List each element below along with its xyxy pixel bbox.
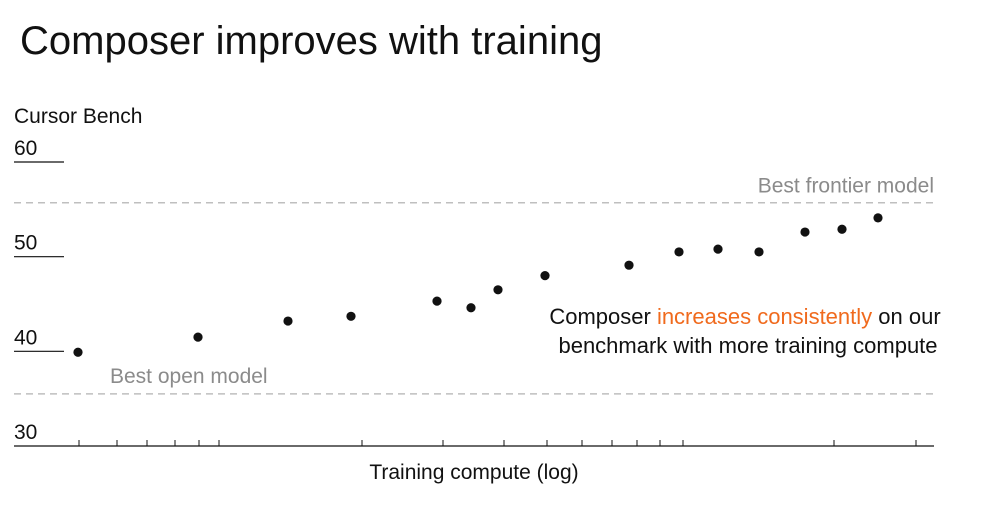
- data-point: [837, 224, 847, 234]
- y-tick-label-40: 40: [14, 326, 37, 349]
- y-tick-label-50: 50: [14, 232, 37, 255]
- frontier-reference-label: Best frontier model: [758, 175, 934, 198]
- data-point: [346, 311, 356, 321]
- x-axis: [14, 440, 934, 447]
- data-point: [493, 285, 503, 295]
- chart-title: Composer improves with training: [20, 19, 602, 63]
- y-axis: 60 50 40 30: [14, 137, 64, 444]
- annotation-line-1: Composer increases consistently on our: [549, 304, 940, 329]
- x-axis-title: Training compute (log): [369, 461, 578, 484]
- y-axis-title: Cursor Bench: [14, 105, 142, 128]
- annotation-prefix: Composer: [549, 304, 657, 329]
- data-point: [674, 247, 684, 257]
- data-point: [283, 316, 293, 326]
- data-point: [73, 347, 83, 357]
- data-point: [540, 271, 550, 281]
- data-point: [432, 296, 442, 306]
- y-tick-label-30: 30: [14, 421, 37, 444]
- data-point: [713, 244, 723, 254]
- annotation-line-2: benchmark with more training compute: [558, 333, 937, 358]
- reference-lines: Best frontier model Best open model: [14, 175, 934, 395]
- data-point: [754, 247, 764, 257]
- open-reference-label: Best open model: [110, 365, 268, 388]
- annotation-suffix: on our: [872, 304, 941, 329]
- annotation-highlight: increases consistently: [657, 304, 872, 329]
- data-points: [73, 213, 883, 357]
- y-tick-label-60: 60: [14, 137, 37, 160]
- data-point: [466, 303, 476, 313]
- data-point: [193, 332, 203, 342]
- data-point: [624, 260, 634, 270]
- data-point: [800, 227, 810, 237]
- data-point: [873, 213, 883, 223]
